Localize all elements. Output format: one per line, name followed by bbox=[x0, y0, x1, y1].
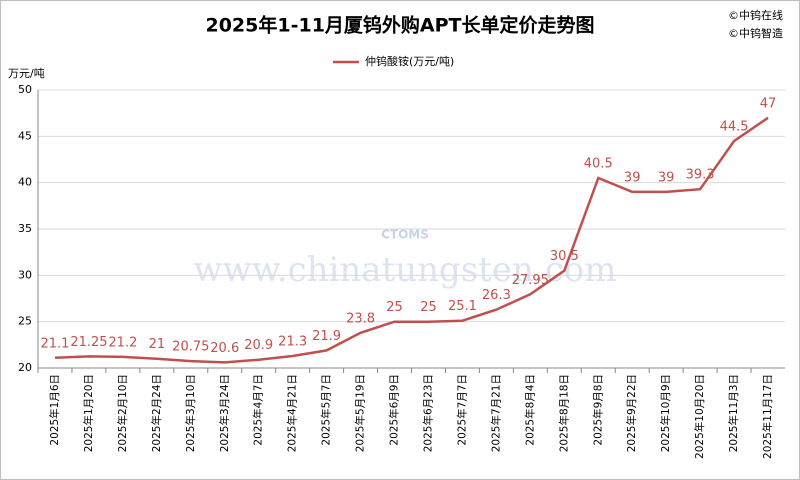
data-label: 21 bbox=[149, 337, 166, 352]
y-tick-label: 25 bbox=[18, 315, 32, 328]
x-tick-label: 2025年9月22日 bbox=[625, 374, 638, 452]
x-tick-label: 2025年11月3日 bbox=[727, 374, 740, 452]
data-label: 40.5 bbox=[584, 157, 613, 172]
x-tick-label: 2025年6月23日 bbox=[421, 374, 434, 452]
x-tick-label: 2025年11月17日 bbox=[761, 374, 774, 459]
data-label: 39 bbox=[658, 170, 675, 185]
y-axis-label: 万元/吨 bbox=[8, 67, 45, 80]
data-label: 20.9 bbox=[244, 338, 273, 353]
data-label: 20.75 bbox=[172, 340, 209, 355]
y-tick-label: 30 bbox=[18, 268, 32, 281]
y-tick-label: 50 bbox=[18, 83, 32, 96]
legend-label: 仲钨酸铵(万元/吨) bbox=[365, 54, 454, 68]
x-tick-label: 2025年5月19日 bbox=[354, 374, 367, 452]
y-tick-label: 35 bbox=[18, 222, 32, 235]
data-label: 39 bbox=[624, 170, 641, 185]
data-label: 23.8 bbox=[346, 311, 375, 326]
data-label: 20.6 bbox=[210, 341, 239, 356]
x-tick-label: 2025年10月9日 bbox=[659, 374, 672, 452]
credit: ©中钨在线 bbox=[728, 8, 783, 22]
series-line bbox=[54, 116, 769, 364]
data-label: 30.5 bbox=[550, 249, 579, 264]
x-tick-label: 2025年5月7日 bbox=[320, 374, 333, 446]
x-tick-label: 2025年3月10日 bbox=[184, 374, 197, 452]
data-label: 25.1 bbox=[448, 299, 477, 314]
data-label: 25 bbox=[420, 300, 437, 315]
x-tick-label: 2025年1月20日 bbox=[82, 374, 95, 452]
credit: ©中钨智造 bbox=[728, 26, 783, 40]
watermark: CTOMS bbox=[381, 228, 429, 242]
data-label: 21.9 bbox=[312, 329, 341, 344]
x-tick-label: 2025年2月24日 bbox=[150, 374, 163, 452]
x-tick-label: 2025年4月21日 bbox=[286, 374, 299, 452]
data-label: 27.95 bbox=[512, 273, 549, 288]
data-label: 21.1 bbox=[41, 336, 70, 351]
x-tick-label: 2025年8月4日 bbox=[523, 374, 536, 446]
data-label: 26.3 bbox=[482, 288, 511, 303]
data-label: 44.5 bbox=[720, 119, 749, 134]
chart-title: 2025年1-11月厦钨外购APT长单定价走势图 bbox=[205, 14, 594, 37]
data-label: 21.2 bbox=[108, 335, 137, 350]
x-tick-label: 2025年4月7日 bbox=[252, 374, 265, 446]
y-tick-label: 40 bbox=[18, 176, 32, 189]
x-tick-label: 2025年10月20日 bbox=[693, 374, 706, 459]
data-label: 39.3 bbox=[686, 168, 715, 183]
x-tick-label: 2025年6月9日 bbox=[388, 374, 401, 446]
y-tick-label: 20 bbox=[18, 361, 32, 374]
data-label: 47 bbox=[760, 96, 777, 111]
x-tick-label: 2025年7月21日 bbox=[489, 374, 502, 452]
data-label: 21.25 bbox=[70, 335, 107, 350]
x-tick-label: 2025年1月6日 bbox=[48, 374, 61, 446]
x-tick-label: 2025年8月18日 bbox=[557, 374, 570, 452]
x-tick-label: 2025年3月24日 bbox=[218, 374, 231, 452]
x-tick-label: 2025年2月10日 bbox=[116, 374, 129, 452]
x-tick-label: 2025年9月8日 bbox=[591, 374, 604, 446]
y-tick-label: 45 bbox=[18, 129, 32, 142]
data-label: 25 bbox=[386, 300, 403, 315]
data-label: 21.3 bbox=[278, 334, 307, 349]
x-tick-label: 2025年7月7日 bbox=[455, 374, 468, 446]
